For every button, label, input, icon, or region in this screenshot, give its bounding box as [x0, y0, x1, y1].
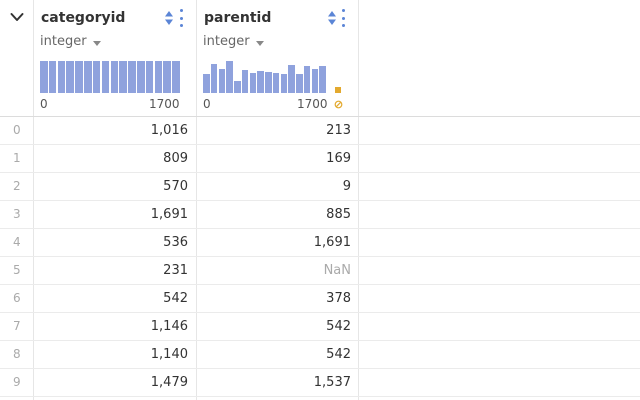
cell-categoryid[interactable]: 1,140	[151, 347, 188, 362]
cell-parentid[interactable]: 542	[326, 347, 351, 362]
cell-parentid[interactable]: 213	[326, 123, 351, 138]
table-row[interactable]: 4 536 1,691	[0, 229, 640, 257]
collapse-toggle[interactable]	[0, 0, 34, 34]
type-dropdown-icon[interactable]	[256, 41, 264, 46]
histogram-bar	[111, 61, 119, 93]
row-index: 0	[13, 123, 21, 137]
table-row[interactable]: 9 1,479 1,537	[0, 369, 640, 397]
histogram-bar	[226, 61, 233, 93]
table-row[interactable]: 5 231 NaN	[0, 257, 640, 285]
cell-parentid[interactable]: 542	[326, 319, 351, 334]
row-divider	[0, 396, 640, 397]
missing-values-bar	[335, 87, 341, 93]
cell-categoryid[interactable]: 231	[163, 263, 188, 278]
cell-categoryid[interactable]: 542	[163, 291, 188, 306]
histogram-axis-min: 0	[40, 97, 48, 111]
histogram-bar	[219, 69, 226, 93]
histogram-bar	[319, 66, 326, 93]
row-index: 8	[13, 347, 21, 361]
cell-parentid[interactable]: 169	[326, 151, 351, 166]
type-dropdown-icon[interactable]	[93, 41, 101, 46]
row-index: 7	[13, 319, 21, 333]
row-index: 9	[13, 375, 21, 389]
histogram-bar	[288, 65, 295, 93]
cell-categoryid[interactable]: 1,016	[151, 123, 188, 138]
row-index: 1	[13, 151, 21, 165]
histogram-bar	[257, 71, 264, 93]
histogram-bar	[203, 74, 210, 93]
table-row[interactable]: 8 1,140 542	[0, 341, 640, 369]
histogram-bar	[102, 61, 110, 93]
histogram-bar	[146, 61, 154, 93]
cell-parentid[interactable]: 885	[326, 207, 351, 222]
column-histogram	[203, 59, 327, 93]
sort-icon[interactable]	[164, 10, 174, 26]
cell-parentid[interactable]: 1,537	[314, 375, 351, 390]
cell-parentid[interactable]: 378	[326, 291, 351, 306]
histogram-bar	[242, 70, 249, 93]
cell-categoryid[interactable]: 570	[163, 179, 188, 194]
missing-values-icon	[334, 100, 343, 109]
column-histogram	[40, 59, 181, 93]
cell-parentid[interactable]: 1,691	[314, 235, 351, 250]
column-name: categoryid	[41, 10, 125, 26]
histogram-bar	[250, 73, 257, 93]
chevron-down-icon	[10, 12, 24, 22]
column-menu-icon[interactable]	[340, 9, 346, 27]
cell-parentid[interactable]: NaN	[324, 263, 351, 278]
histogram-bar	[84, 61, 92, 93]
column-header-categoryid[interactable]: categoryid integer 0 1700	[34, 0, 196, 117]
cell-categoryid[interactable]: 1,479	[151, 375, 188, 390]
histogram-bar	[273, 73, 280, 93]
column-header-parentid[interactable]: parentid integer 0 1700	[197, 0, 358, 117]
row-index: 5	[13, 263, 21, 277]
histogram-bar	[234, 81, 241, 93]
histogram-bar	[155, 61, 163, 93]
column-menu-icon[interactable]	[178, 9, 184, 27]
histogram-bar	[93, 61, 101, 93]
histogram-axis-min: 0	[203, 97, 211, 111]
table-row[interactable]: 1 809 169	[0, 145, 640, 173]
cell-categoryid[interactable]: 809	[163, 151, 188, 166]
sort-icon[interactable]	[327, 10, 337, 26]
cell-categoryid[interactable]: 1,146	[151, 319, 188, 334]
row-index: 2	[13, 179, 21, 193]
column-type: integer	[40, 34, 87, 49]
histogram-bar	[163, 61, 171, 93]
histogram-bar	[119, 61, 127, 93]
histogram-bar	[40, 61, 48, 93]
histogram-bar	[211, 64, 218, 93]
cell-categoryid[interactable]: 536	[163, 235, 188, 250]
column-type: integer	[203, 34, 250, 49]
histogram-axis-max: 1700	[297, 97, 328, 111]
table-row[interactable]: 7 1,146 542	[0, 313, 640, 341]
histogram-bar	[304, 66, 311, 93]
histogram-bar	[58, 61, 66, 93]
histogram-bar	[66, 61, 74, 93]
table-row[interactable]: 2 570 9	[0, 173, 640, 201]
histogram-bar	[137, 61, 145, 93]
table-row[interactable]: 3 1,691 885	[0, 201, 640, 229]
row-index: 4	[13, 235, 21, 249]
histogram-bar	[172, 61, 180, 93]
histogram-bar	[128, 61, 136, 93]
table-row[interactable]: 6 542 378	[0, 285, 640, 313]
histogram-bar	[75, 61, 83, 93]
cell-categoryid[interactable]: 1,691	[151, 207, 188, 222]
histogram-bar	[296, 74, 303, 93]
table-row[interactable]: 0 1,016 213	[0, 117, 640, 145]
cell-parentid[interactable]: 9	[343, 179, 351, 194]
row-index: 3	[13, 207, 21, 221]
histogram-bar	[312, 69, 319, 93]
histogram-bar	[265, 72, 272, 93]
row-index: 6	[13, 291, 21, 305]
histogram-axis-max: 1700	[149, 97, 180, 111]
histogram-bar	[49, 61, 57, 93]
histogram-bar	[281, 74, 288, 93]
column-name: parentid	[204, 10, 271, 26]
